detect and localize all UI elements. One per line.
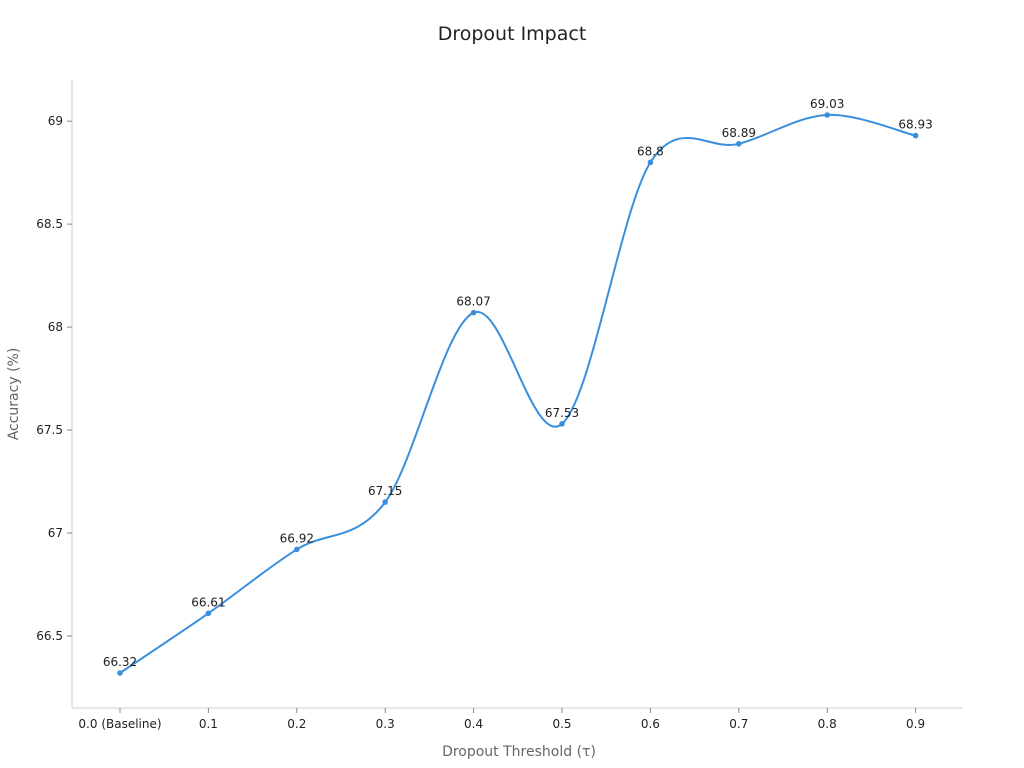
data-label: 66.61 [191, 595, 225, 609]
data-label: 66.32 [103, 655, 137, 669]
data-label: 69.03 [810, 97, 844, 111]
y-tick-label: 69 [48, 114, 63, 128]
y-tick-label: 66.5 [36, 629, 63, 643]
y-axis-label: Accuracy (%) [6, 348, 22, 441]
y-axis-ticks: 66.5 67 67.5 68 68.5 69 [36, 114, 72, 643]
x-tick-label: 0.8 [818, 717, 837, 731]
x-tick-label: 0.6 [641, 717, 660, 731]
data-point [912, 132, 919, 139]
data-point [736, 141, 742, 147]
data-label: 66.92 [280, 531, 314, 545]
data-point [647, 159, 654, 166]
x-tick-label: 0.3 [376, 717, 395, 731]
data-point [470, 309, 477, 316]
x-tick-label: 0.4 [464, 717, 483, 731]
data-point [382, 499, 389, 505]
data-point [294, 546, 300, 553]
data-point [824, 112, 830, 118]
data-point [559, 421, 565, 427]
data-point [205, 610, 212, 617]
x-tick-label: 0.9 [906, 717, 925, 731]
chart-title: Dropout Impact [438, 23, 587, 45]
data-label: 68.07 [456, 295, 490, 309]
y-tick-label: 67 [48, 526, 63, 540]
x-tick-label: 0.2 [287, 717, 306, 731]
x-tick-label: 0.0 (Baseline) [78, 717, 161, 731]
x-axis-label: Dropout Threshold (τ) [442, 744, 596, 760]
data-label: 68.93 [898, 118, 932, 132]
data-label: 68.89 [722, 126, 756, 140]
data-label: 67.15 [368, 484, 402, 498]
data-point [117, 670, 123, 676]
y-tick-label: 67.5 [36, 423, 63, 437]
x-tick-label: 0.1 [199, 717, 218, 731]
y-tick-label: 68.5 [36, 217, 63, 231]
series-line [119, 113, 916, 674]
data-label: 68.8 [637, 144, 664, 158]
data-labels: 66.32 66.61 66.92 67.15 68.07 67.53 68.8 68.89 6… [103, 97, 933, 669]
data-label: 67.53 [545, 406, 579, 420]
data-points [117, 112, 919, 676]
y-tick-label: 68 [48, 320, 63, 334]
x-axis-ticks: 0.0 (Baseline) 0.1 0.2 0.3 0.4 0.5 0.6 0.7 0.8 0.… [78, 708, 925, 731]
x-tick-label: 0.7 [729, 717, 748, 731]
x-tick-label: 0.5 [552, 717, 571, 731]
